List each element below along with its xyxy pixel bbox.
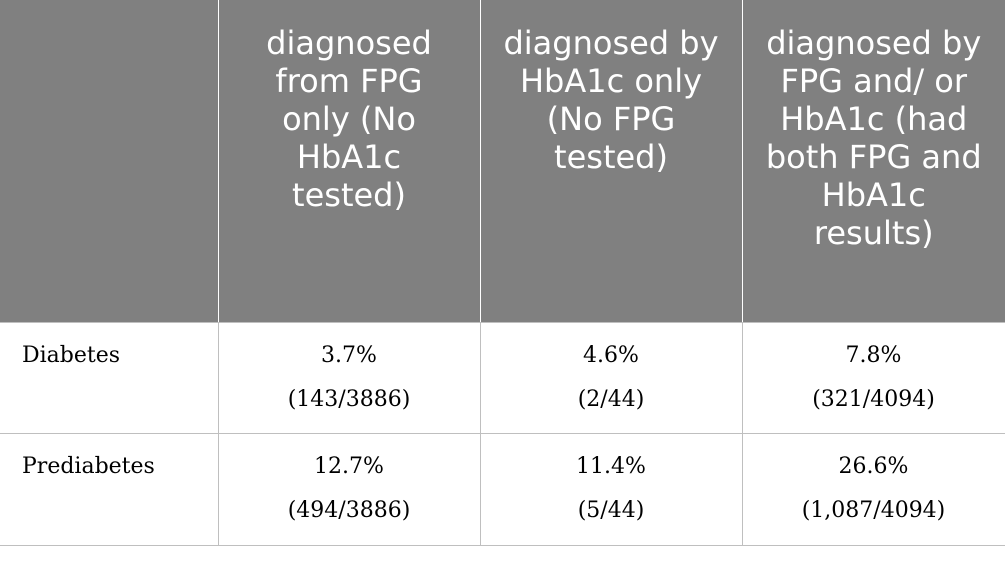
cell-ratio: (321/4094) [812, 386, 935, 412]
cell-prediabetes-hba1c-only: 11.4% (5/44) [479, 433, 742, 546]
table-row-prediabetes: Prediabetes 12.7% (494/3886) 11.4% (5/44… [0, 433, 1005, 546]
cell-ratio: (494/3886) [287, 497, 411, 523]
header-fpg-only: diagnosed from FPG only (No HbA1c tested… [217, 0, 480, 323]
row-label-prediabetes: Prediabetes [0, 433, 218, 546]
cell-ratio: (2/44) [577, 386, 645, 412]
cell-ratio: (5/44) [577, 497, 645, 523]
cell-percent: 3.7% [321, 342, 377, 368]
cell-diabetes-both: 7.8% (321/4094) [741, 322, 1005, 434]
cell-diabetes-hba1c-only: 4.6% (2/44) [479, 322, 742, 434]
header-fpg-and-hba1c-label: diagnosed by FPG and/ or HbA1c (had both… [765, 24, 982, 252]
table-row-diabetes: Diabetes 3.7% (143/3886) 4.6% (2/44) 7.8… [0, 322, 1005, 434]
cell-prediabetes-both: 26.6% (1,087/4094) [741, 433, 1005, 546]
cell-ratio: (143/3886) [287, 386, 411, 412]
header-row: diagnosed from FPG only (No HbA1c tested… [0, 0, 1005, 323]
header-hba1c-only-label: diagnosed by HbA1c only (No FPG tested) [503, 24, 719, 176]
header-corner-cell [0, 0, 218, 323]
row-label-diabetes: Diabetes [0, 322, 218, 434]
cell-percent: 7.8% [845, 342, 902, 368]
cell-prediabetes-fpg-only: 12.7% (494/3886) [217, 433, 480, 546]
cell-percent: 11.4% [576, 453, 646, 479]
cell-percent: 4.6% [583, 342, 639, 368]
header-hba1c-only: diagnosed by HbA1c only (No FPG tested) [479, 0, 742, 323]
cell-percent: 12.7% [314, 453, 384, 479]
header-fpg-only-label: diagnosed from FPG only (No HbA1c tested… [266, 24, 432, 214]
diagnosis-table: diagnosed from FPG only (No HbA1c tested… [0, 0, 1005, 546]
cell-ratio: (1,087/4094) [801, 497, 946, 523]
cell-diabetes-fpg-only: 3.7% (143/3886) [217, 322, 480, 434]
cell-percent: 26.6% [838, 453, 909, 479]
header-fpg-and-hba1c: diagnosed by FPG and/ or HbA1c (had both… [741, 0, 1005, 323]
